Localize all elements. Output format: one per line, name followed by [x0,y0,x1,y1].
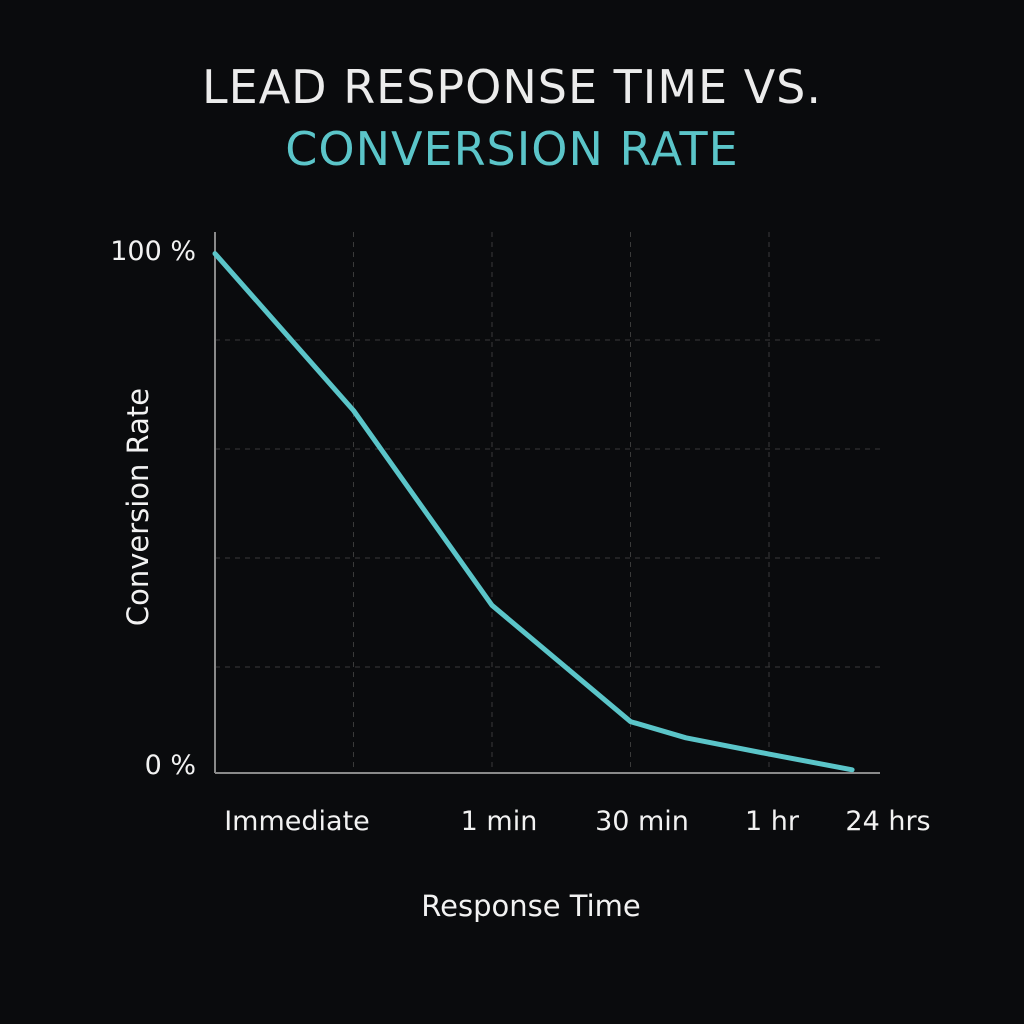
x-tick-label: 1 hr [745,806,800,837]
x-tick-label: 1 min [461,806,538,837]
y-tick-label: 100 % [110,236,196,267]
x-tick-label: Immediate [224,806,370,837]
series [212,251,855,773]
y-axis-title: Conversion Rate [121,388,155,626]
chart-title-line-1: LEAD RESPONSE TIME VS. [202,60,822,114]
tick-labels: Immediate 1 min 30 min 1 hr 24 hrs 100 % 0 % [110,236,930,837]
x-axis-title: Response Time [421,889,640,923]
series-line-conversion-rate [212,251,855,773]
x-tick-label: 30 min [595,806,689,837]
axes [214,232,880,774]
x-tick-label: 24 hrs [845,806,930,837]
grid [215,232,880,773]
y-tick-label: 0 % [145,750,196,781]
chart-title-line-2: CONVERSION RATE [285,122,739,176]
